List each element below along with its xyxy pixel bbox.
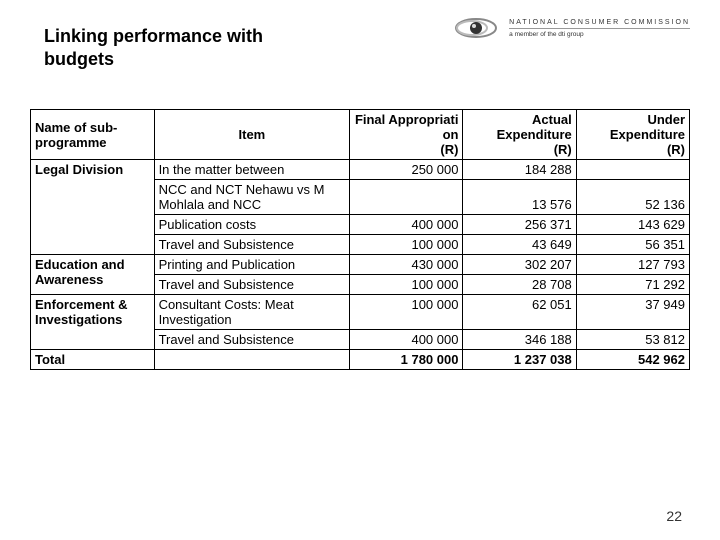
page-title: Linking performance with budgets [44,25,263,70]
cell-item: Travel and Subsistence [154,330,350,350]
cell-item: Publication costs [154,215,350,235]
logo-swirl-icon [446,8,501,48]
cell-actual: 28 708 [463,275,576,295]
header-subprogramme: Name of sub-programme [31,110,155,160]
cell-under: 127 793 [576,255,689,275]
cell-final: 400 000 [350,330,463,350]
header-actual: Actual Expenditure(R) [463,110,576,160]
cell-subprogramme: Legal Division [31,160,155,255]
brand-text-block: NATIONAL CONSUMER COMMISSION a member of… [509,19,690,38]
cell-final: 100 000 [350,275,463,295]
brand-name: NATIONAL CONSUMER COMMISSION [509,19,690,26]
cell-actual: 184 288 [463,160,576,180]
cell-under: 37 949 [576,295,689,330]
cell-under: 53 812 [576,330,689,350]
cell-final [350,180,463,215]
cell-actual: 346 188 [463,330,576,350]
title-line2: budgets [44,49,114,69]
brand-header: NATIONAL CONSUMER COMMISSION a member of… [446,8,690,48]
header-item: Item [154,110,350,160]
cell-under: 143 629 [576,215,689,235]
cell-final: 1 780 000 [350,350,463,370]
cell-subprogramme: Education and Awareness [31,255,155,295]
cell-item: Consultant Costs: Meat Investigation [154,295,350,330]
cell-final: 430 000 [350,255,463,275]
cell-actual: 1 237 038 [463,350,576,370]
header-under: Under Expenditure(R) [576,110,689,160]
budget-table-wrap: Name of sub-programme Item Final Appropr… [30,110,690,370]
table-row-total: Total 1 780 000 1 237 038 542 962 [31,350,690,370]
cell-actual: 256 371 [463,215,576,235]
cell-final: 400 000 [350,215,463,235]
cell-under: 71 292 [576,275,689,295]
page-number: 22 [666,508,682,524]
title-line1: Linking performance with [44,26,263,46]
cell-item: Travel and Subsistence [154,235,350,255]
cell-subprogramme: Enforcement & Investigations [31,295,155,350]
cell-final: 250 000 [350,160,463,180]
table-header-row: Name of sub-programmeItemFinal Appropria… [31,110,690,160]
cell-actual: 43 649 [463,235,576,255]
brand-subtext: a member of the dti group [509,31,583,38]
cell-item [154,350,350,370]
cell-under: 52 136 [576,180,689,215]
cell-actual: 302 207 [463,255,576,275]
cell-final: 100 000 [350,295,463,330]
cell-item: NCC and NCT Nehawu vs M Mohlala and NCC [154,180,350,215]
header-final: Final Appropriation(R) [350,110,463,160]
cell-final: 100 000 [350,235,463,255]
cell-under [576,160,689,180]
cell-under: 56 351 [576,235,689,255]
cell-actual: 13 576 [463,180,576,215]
budget-table-body: Name of sub-programmeItemFinal Appropria… [30,109,690,370]
cell-item: Travel and Subsistence [154,275,350,295]
cell-item: In the matter between [154,160,350,180]
table-row: Enforcement & Investigations Consultant … [31,295,690,330]
cell-actual: 62 051 [463,295,576,330]
cell-subprogramme: Total [31,350,155,370]
table-row: Education and Awareness Printing and Pub… [31,255,690,275]
cell-under: 542 962 [576,350,689,370]
cell-item: Printing and Publication [154,255,350,275]
table-row: Legal Division In the matter between 250… [31,160,690,180]
